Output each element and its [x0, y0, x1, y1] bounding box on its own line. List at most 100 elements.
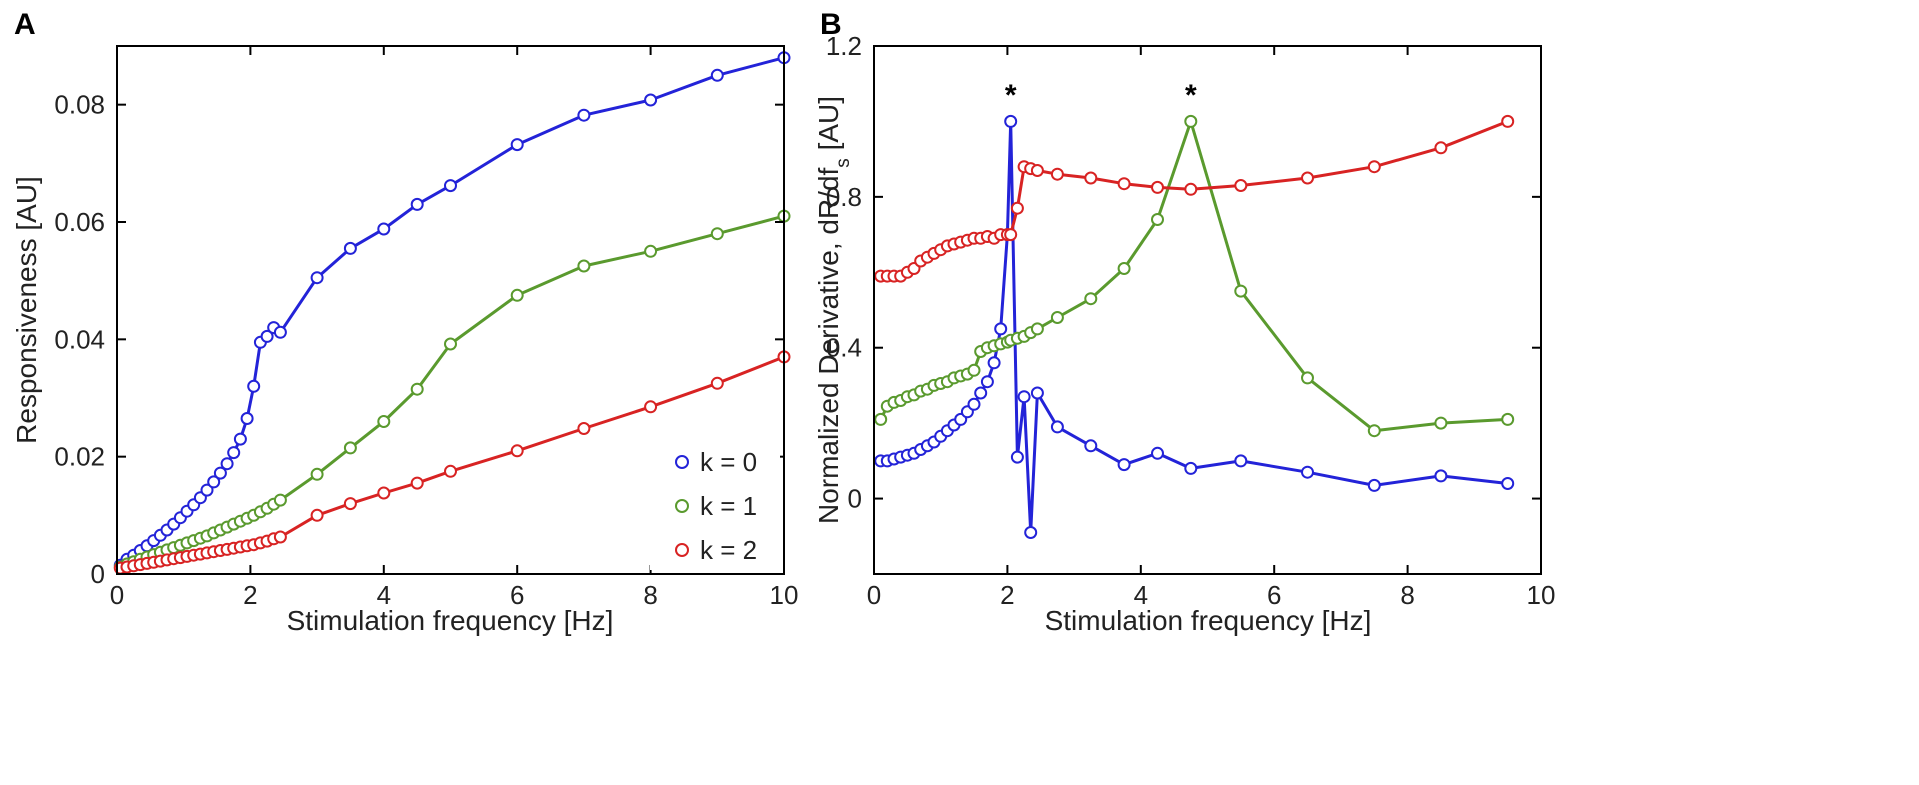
data-point-b-k1 — [1117, 262, 1131, 275]
data-point-a-k0 — [200, 483, 214, 497]
data-point-b-k1 — [1084, 292, 1098, 306]
data-point-a-k0 — [644, 93, 658, 107]
y-tick-label: 0.02 — [54, 442, 105, 472]
data-point-b-k2 — [1084, 171, 1098, 185]
panel-a-x-axis-label: Stimulation frequency [Hz] — [287, 605, 614, 636]
data-point-b-k0 — [994, 322, 1008, 336]
panel-b-series — [874, 114, 1515, 539]
data-point-a-k0 — [510, 138, 524, 152]
legend-label-k0: k = 0 — [700, 447, 757, 477]
legend-label-k2: k = 2 — [700, 535, 757, 565]
data-point-b-k0 — [1024, 526, 1038, 539]
significance-star: * — [1005, 79, 1017, 112]
legend-entry-k1: k = 1 — [675, 491, 757, 521]
data-point-a-k0 — [227, 446, 241, 460]
data-point-a-k2 — [510, 444, 524, 458]
data-point-a-k2 — [273, 530, 287, 544]
data-point-b-k2 — [1501, 114, 1515, 128]
data-point-a-k1 — [577, 259, 591, 273]
legend-entry-k0: k = 0 — [675, 447, 757, 477]
data-point-b-k1 — [1301, 371, 1314, 385]
data-point-a-k1 — [377, 415, 391, 428]
data-point-b-k0 — [1501, 477, 1515, 490]
panel-b-label: B — [820, 8, 842, 41]
data-point-b-k0 — [1017, 390, 1031, 404]
panel-b-y-axis-label-unit: [AU] — [813, 96, 844, 158]
data-point-b-k0 — [974, 386, 988, 400]
panel-b-ticks: 0 2 4 6 8 10 0 0.4 0.8 1.2 — [826, 31, 1556, 610]
panel-a-series — [113, 51, 791, 575]
data-point-b-k0 — [1030, 386, 1044, 400]
panel-a-label: A — [14, 8, 36, 41]
legend-marker-k2 — [675, 543, 689, 557]
data-point-a-k0 — [233, 432, 247, 446]
legend-marker-k1 — [675, 499, 689, 513]
data-point-b-k2 — [1117, 177, 1131, 191]
data-point-b-k0 — [1301, 465, 1314, 479]
panel-a-y-axis-label: Responsiveness [AU] — [11, 176, 42, 444]
data-point-a-k0 — [343, 241, 357, 255]
data-point-b-k0 — [1367, 478, 1381, 492]
data-point-b-k0 — [1010, 450, 1024, 464]
data-point-b-k0 — [1084, 439, 1098, 453]
data-point-b-k2 — [1434, 141, 1448, 155]
data-point-a-k2 — [710, 376, 724, 390]
data-point-b-k2 — [1010, 201, 1024, 215]
y-tick-label: 0.08 — [54, 90, 105, 120]
data-point-b-k0 — [980, 375, 994, 389]
data-point-a-k0 — [213, 466, 227, 480]
data-point-b-k0 — [987, 356, 1001, 370]
data-point-a-k1 — [644, 244, 658, 258]
data-point-b-k1 — [874, 412, 888, 426]
data-point-b-k1 — [1367, 424, 1381, 438]
data-point-a-k1 — [444, 337, 457, 351]
data-point-b-k0 — [1050, 420, 1064, 434]
panel-b-y-axis-label-main: Normalized Derivative, dR/df — [813, 167, 844, 524]
x-tick-label: 0 — [867, 580, 881, 610]
data-point-b-k1 — [1151, 213, 1164, 226]
data-point-a-k1 — [273, 493, 287, 507]
panel-b-x-axis-label: Stimulation frequency [Hz] — [1045, 605, 1372, 636]
data-point-b-k1 — [1234, 284, 1248, 298]
data-point-a-k2 — [343, 497, 357, 511]
legend-entry-k2: k = 2 — [675, 535, 757, 565]
x-tick-label: 8 — [643, 580, 657, 610]
x-tick-label: 6 — [510, 580, 524, 610]
data-point-b-k1 — [1434, 416, 1448, 430]
data-point-b-k1 — [1184, 114, 1198, 128]
panel-a: A 0 2 4 6 8 10 0 0.02 0.04 0.06 0.08 Stimulation f… — [11, 8, 798, 636]
y-tick-label: 0.04 — [54, 324, 105, 354]
data-point-b-k2 — [1367, 160, 1381, 174]
data-point-a-k2 — [310, 508, 324, 522]
legend: k = 0 k = 1 k = 2 — [650, 430, 780, 570]
data-point-a-k2 — [377, 486, 391, 500]
x-tick-label: 6 — [1267, 580, 1281, 610]
data-point-a-k0 — [310, 271, 324, 285]
x-tick-label: 10 — [770, 580, 799, 610]
data-point-a-k0 — [710, 68, 724, 82]
data-point-a-k0 — [410, 197, 424, 211]
data-point-a-k1 — [343, 441, 357, 455]
data-point-b-k0 — [1234, 454, 1248, 468]
data-point-b-k0 — [1151, 446, 1164, 460]
data-point-b-k1 — [1050, 311, 1064, 324]
data-point-b-k2 — [1050, 167, 1064, 181]
data-point-a-k0 — [377, 222, 391, 236]
y-tick-label: 0.8 — [826, 182, 862, 212]
data-point-b-k2 — [1234, 179, 1248, 192]
data-point-b-k0 — [1117, 458, 1131, 472]
x-tick-label: 10 — [1527, 580, 1556, 610]
data-point-a-k2 — [410, 476, 424, 490]
legend-marker-k0 — [675, 455, 689, 469]
significance-star: * — [1185, 79, 1197, 112]
panel-b-axes-frame — [873, 45, 1542, 575]
series-line-b-k2 — [880, 120, 1509, 278]
data-point-b-k1 — [1030, 322, 1044, 336]
data-point-b-k2 — [1184, 182, 1198, 196]
data-point-a-k2 — [644, 400, 658, 414]
y-tick-label: 0.4 — [826, 333, 862, 363]
y-tick-label: 0 — [91, 559, 105, 589]
data-point-a-k1 — [410, 382, 424, 396]
x-tick-label: 2 — [1000, 580, 1014, 610]
